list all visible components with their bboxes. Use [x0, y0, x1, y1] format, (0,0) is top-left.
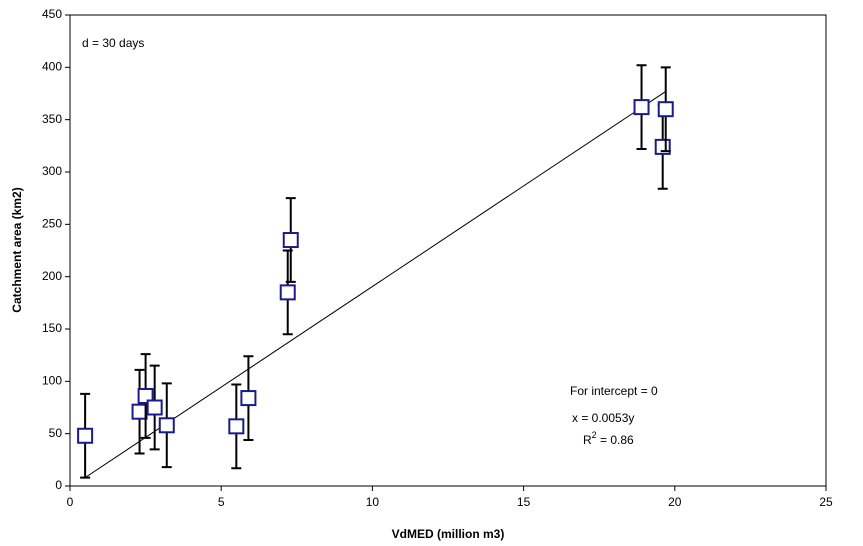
y-axis-label: Catchment area (km2) [10, 187, 24, 312]
x-axis-label: VdMED (million m3) [392, 527, 505, 541]
x-tick-label: 5 [218, 495, 225, 509]
y-tick-label: 50 [49, 426, 63, 440]
annotation: x = 0.0053y [572, 411, 634, 425]
y-tick-label: 400 [42, 60, 62, 74]
marker [158, 417, 175, 434]
marker [633, 99, 650, 116]
annotation: For intercept = 0 [570, 384, 658, 398]
x-tick-label: 0 [67, 495, 74, 509]
annotation: d = 30 days [82, 36, 144, 50]
y-tick-label: 100 [42, 374, 62, 388]
annotation-part: = 0.86 [597, 433, 634, 447]
x-tick-label: 20 [668, 495, 682, 509]
x-tick-label: 10 [366, 495, 380, 509]
marker [131, 403, 148, 420]
marker [240, 390, 257, 407]
y-tick-label: 450 [42, 7, 62, 21]
marker [77, 427, 94, 444]
y-tick-label: 150 [42, 321, 62, 335]
marker [137, 387, 154, 404]
y-tick-label: 250 [42, 217, 62, 231]
y-tick-label: 0 [55, 478, 62, 492]
y-tick-label: 300 [42, 164, 62, 178]
marker [279, 284, 296, 301]
trendline [84, 90, 667, 479]
x-tick-label: 15 [517, 495, 531, 509]
plot-area [69, 14, 827, 487]
marker [228, 418, 245, 435]
x-tick-label: 25 [819, 495, 833, 509]
annotation-part: 2 [592, 430, 597, 440]
annotation: R2 = 0.86 [583, 430, 634, 447]
annotation-part: R [583, 433, 592, 447]
y-tick-label: 350 [42, 112, 62, 126]
marker [282, 232, 299, 249]
marker [146, 399, 163, 416]
marker [657, 101, 674, 118]
y-tick-label: 200 [42, 269, 62, 283]
